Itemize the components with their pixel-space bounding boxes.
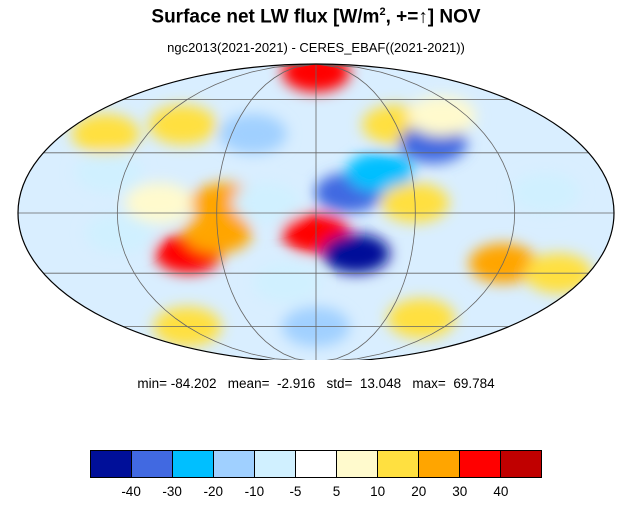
colorbar-swatch-2 (173, 451, 214, 477)
flux-anomaly-patch (125, 182, 194, 223)
colorbar-ticks: -40 -30 -20 -10 -5 5 10 20 30 40 (90, 484, 542, 502)
colorbar-swatch-3 (214, 451, 255, 477)
flux-anomaly-patch (511, 172, 580, 213)
colorbar-tick-label: 30 (452, 484, 468, 499)
colorbar-tick-label: 5 (332, 484, 341, 499)
colorbar-swatch-7 (378, 451, 419, 477)
colorbar-tick-label: -40 (121, 484, 141, 499)
colorbar-tick-label: -10 (244, 484, 265, 499)
colorbar-swatch-0 (91, 451, 132, 477)
longitude-line (315, 64, 516, 360)
colorbar-tick-label: -20 (203, 484, 224, 499)
map-outline (17, 63, 615, 360)
flux-anomaly-patch (148, 104, 217, 145)
statistics-line: min= -84.202 mean= -2.916 std= 13.048 ma… (137, 376, 495, 391)
flux-anomaly-patch (232, 182, 301, 223)
flux-anomaly-patch (345, 152, 414, 193)
flux-anomaly-patch (218, 113, 287, 154)
longitude-line (315, 64, 416, 360)
longitude-line (216, 64, 317, 360)
colorbar-tick-label: -30 (162, 484, 182, 499)
flux-anomaly-patch (407, 95, 476, 136)
colorbar-swatch-10 (501, 451, 541, 477)
colorbar-swatch-1 (132, 451, 173, 477)
mollweide-map (17, 63, 615, 360)
flux-anomaly-patch (252, 262, 321, 303)
flux-anomaly-patch (321, 233, 390, 274)
colorbar-swatch-4 (255, 451, 296, 477)
colorbar-swatch-5 (296, 451, 337, 477)
colorbar-swatch-6 (337, 451, 378, 477)
flux-anomaly-patch (387, 298, 456, 339)
flux-anomaly-patch (74, 152, 143, 193)
colorbar-swatch-9 (460, 451, 501, 477)
colorbar-tick-label: 40 (493, 484, 509, 499)
colorbar-swatch-8 (419, 451, 460, 477)
flux-anomaly-patch (71, 113, 140, 154)
colorbar (90, 450, 542, 478)
map-title: Surface net LW flux [W/m2, +=↑] NOV (151, 6, 481, 28)
colorbar-tick-label: 20 (411, 484, 427, 499)
colorbar-tick-label: 10 (370, 484, 386, 499)
colorbar-tick-label: -5 (289, 484, 302, 499)
longitude-line (116, 64, 317, 360)
map-subtitle: ngc2013(2021-2021) - CERES_EBAF((2021-20… (167, 40, 465, 55)
